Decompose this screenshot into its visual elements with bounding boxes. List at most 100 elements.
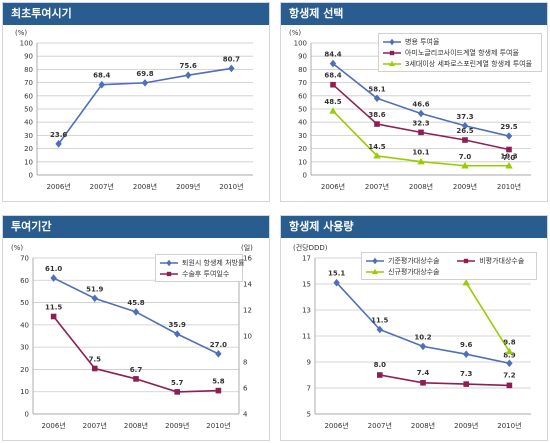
data-point (132, 308, 140, 316)
data-label: 80.7 (223, 55, 240, 63)
tick-label: 100 (294, 40, 307, 48)
tick-label: 17 (302, 255, 311, 263)
data-point (174, 389, 180, 395)
panel-title: 최초투여시기 (3, 3, 269, 25)
data-label: 6.7 (130, 366, 143, 374)
tick-label: 40 (298, 119, 307, 127)
legend-marker (383, 49, 401, 57)
tick-label: 50 (298, 106, 307, 114)
chart-usage: 5 7 9 11 13 15 17 (건당DDD) 2006년 2007년 2008년 2009년 20… (293, 243, 531, 430)
data-label: 37.3 (456, 113, 473, 121)
legend-swatch (366, 257, 384, 264)
data-label: 48.5 (324, 98, 341, 106)
tick-label: 10 (298, 158, 307, 166)
data-label: 14.5 (368, 143, 385, 151)
data-point (98, 80, 105, 89)
data-label: 68.4 (324, 72, 341, 80)
data-label: 68.4 (93, 72, 110, 80)
data-label: 61.0 (45, 265, 62, 273)
legend-swatch (366, 268, 384, 274)
data-point (506, 146, 512, 153)
legend-label: 3세대이상 세파로스포린계열 항생제 투여율 (405, 59, 533, 68)
tick-label: 50 (24, 106, 33, 114)
data-label: 11.5 (371, 317, 388, 325)
data-point (420, 380, 426, 386)
legend-marker (383, 60, 401, 68)
tick-label: 90 (24, 53, 33, 61)
tick-label: 20 (24, 145, 33, 153)
tick-label: 60 (298, 92, 307, 100)
data-label: 8.0 (374, 361, 387, 369)
legend-marker (366, 257, 384, 265)
legend-item: 아미노글리코사이드계열 항생제 투여율 (383, 47, 537, 58)
data-point (373, 152, 381, 159)
tick-label: 14 (243, 281, 252, 289)
panel-selection: 항생제 선택 0 10 20 30 40 50 60 70 80 90 100 (%) 2006년 200… (280, 2, 548, 202)
data-point (372, 257, 378, 264)
tick-label: 40 (24, 119, 33, 127)
tick-label: 70 (24, 79, 33, 87)
data-point (91, 294, 98, 303)
panel-title: 항생제 선택 (281, 3, 547, 25)
data-label: 7.2 (503, 371, 516, 379)
legend-item: 병용 투여율 (383, 36, 537, 47)
chart-first-time: 0 10 20 30 40 50 60 70 80 90 100 (%) 2006년 2007년 2008년… (15, 29, 253, 191)
legend-label: 아미노글리코사이드계열 항생제 투여율 (405, 48, 519, 57)
data-label: 8.9 (503, 351, 516, 359)
data-point (463, 350, 470, 358)
legend-item: 비평가대상수술 (457, 255, 532, 266)
data-point (329, 107, 337, 114)
data-point (141, 79, 149, 87)
data-label: 45.8 (127, 299, 144, 307)
legend-item: 수술후 투여일수 (160, 268, 238, 279)
tick-label: 10 (243, 333, 252, 341)
tick-label: 20 (20, 366, 29, 374)
data-point (505, 347, 514, 355)
legend: 기준평가대상수술 비평가대상수술 신규평가대상수술 (361, 252, 537, 280)
data-point (215, 387, 222, 394)
legend: 퇴원시 항생제 처방률 수술후 투여일수 (155, 254, 244, 282)
data-label: 15.1 (328, 270, 345, 278)
data-point (50, 274, 57, 282)
legend-swatch (383, 60, 401, 66)
tick-label: 2007년 (90, 182, 114, 191)
tick-label: 9 (307, 359, 311, 367)
data-label: 75.6 (180, 62, 197, 70)
legend-label: 기준평가대상수술 (388, 256, 440, 265)
tick-label: 6 (243, 385, 248, 393)
legend-item: 퇴원시 항생제 처방률 (160, 257, 244, 268)
data-point (166, 259, 172, 266)
tick-label: 40 (20, 321, 29, 329)
data-label: 19.3 (500, 153, 517, 161)
legend-swatch (160, 271, 178, 276)
legend-item: 기준평가대상수술 (366, 255, 447, 266)
series-line (336, 282, 510, 365)
axis-label: (%) (289, 29, 301, 37)
tick-label: 60 (20, 277, 29, 285)
data-label: 7.5 (89, 356, 102, 364)
data-label: 51.9 (86, 285, 103, 293)
data-point (374, 121, 380, 127)
tick-label: 2007년 (83, 421, 107, 430)
tick-label: 30 (298, 132, 307, 140)
axis-label: (%) (11, 244, 23, 252)
data-point (371, 268, 379, 274)
data-point (462, 137, 468, 143)
tick-label: 2010년 (497, 421, 521, 430)
data-label: 7.0 (459, 153, 472, 161)
panel-usage: 항생제 사용량 5 7 9 11 13 15 17 (건당DDD) 2006년 2007년 2008… (280, 215, 548, 441)
legend-marker (160, 270, 178, 278)
tick-label: 11 (302, 333, 311, 341)
data-point (505, 132, 513, 140)
data-label: 29.5 (500, 123, 517, 131)
tick-label: 60 (24, 92, 33, 100)
legend-swatch (383, 38, 401, 45)
data-point (389, 38, 395, 45)
data-label: 84.4 (324, 51, 341, 59)
tick-label: 2010년 (219, 182, 243, 191)
tick-label: 2010년 (497, 182, 521, 191)
tick-label: 5 (307, 411, 311, 419)
data-point (373, 94, 381, 103)
tick-label: 20 (298, 145, 307, 153)
data-label: 9.6 (460, 341, 473, 349)
